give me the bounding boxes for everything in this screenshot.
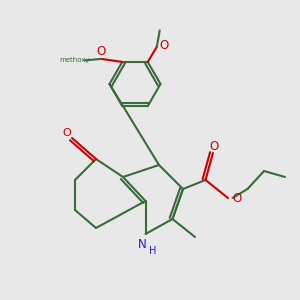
Text: O: O bbox=[160, 39, 169, 52]
Text: methoxy: methoxy bbox=[59, 57, 89, 63]
Text: O: O bbox=[210, 140, 219, 154]
Text: O: O bbox=[62, 128, 71, 139]
Text: H: H bbox=[149, 245, 157, 256]
Text: O: O bbox=[232, 191, 242, 205]
Text: O: O bbox=[97, 45, 106, 58]
Text: N: N bbox=[138, 238, 147, 251]
